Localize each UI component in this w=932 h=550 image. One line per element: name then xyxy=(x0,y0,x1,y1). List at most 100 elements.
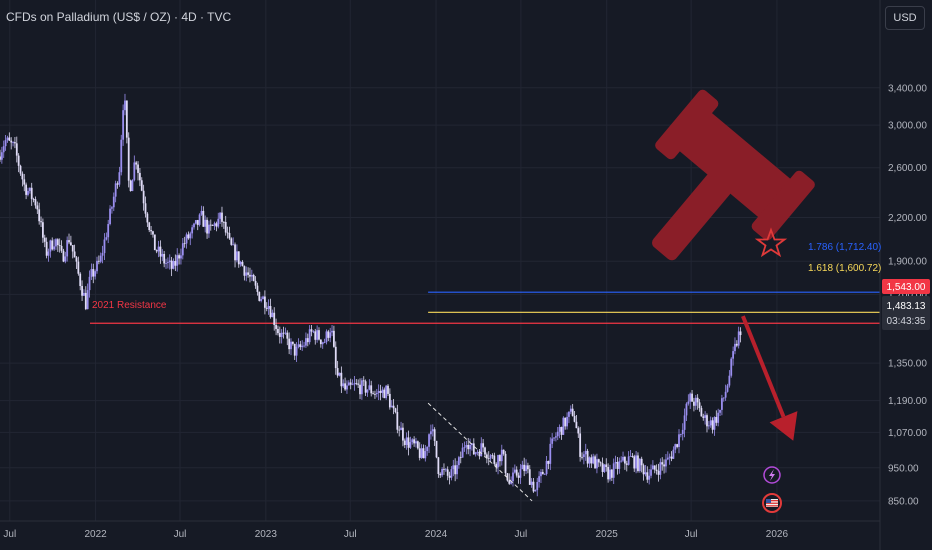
candle-body xyxy=(424,451,427,459)
candle-body xyxy=(487,458,490,460)
candle-body xyxy=(435,440,438,458)
price-scale-ticks: 3,400.00 3,000.00 2,600.00 2,200.00 1,900.00… xyxy=(888,83,927,507)
candle-body xyxy=(84,292,87,310)
candle-body xyxy=(144,203,147,214)
candle-body xyxy=(204,219,207,227)
candle-body xyxy=(510,481,513,484)
candle-body xyxy=(265,307,268,309)
candle-body xyxy=(14,142,16,144)
candle-body xyxy=(471,443,473,446)
candle-body xyxy=(581,456,583,458)
candle-body xyxy=(506,473,509,481)
candle-body xyxy=(653,465,656,470)
candle-body xyxy=(599,462,602,464)
candle-body xyxy=(217,218,220,227)
candle-body xyxy=(482,443,485,448)
dashed-trendline xyxy=(427,402,533,502)
forecast-arrow xyxy=(741,315,798,441)
bar-countdown-text: 03:43:35 xyxy=(887,316,926,327)
candle-body xyxy=(131,179,134,192)
candle-body xyxy=(62,250,65,262)
candlestick-series xyxy=(0,93,742,497)
candle-body xyxy=(58,244,61,246)
candle-body xyxy=(118,172,121,185)
candle-body xyxy=(504,453,507,474)
candle-body xyxy=(597,459,600,463)
candle-body xyxy=(577,428,580,434)
candle-body xyxy=(23,179,26,185)
candle-body xyxy=(155,250,158,252)
candle-body xyxy=(17,155,20,166)
candle-body xyxy=(278,333,281,337)
candle-body xyxy=(344,383,346,390)
candle-body xyxy=(536,482,539,491)
time-tick: 2022 xyxy=(84,529,107,540)
candle-body xyxy=(152,231,154,235)
candle-body xyxy=(187,234,190,239)
candle-body xyxy=(194,220,197,224)
candle-body xyxy=(306,338,309,343)
candle-body xyxy=(232,244,235,246)
candle-body xyxy=(241,261,244,267)
candle-body xyxy=(297,344,300,347)
candle-body xyxy=(698,402,701,409)
candle-body xyxy=(497,455,499,468)
candle-body xyxy=(333,330,335,347)
candle-body xyxy=(36,205,39,210)
candle-body xyxy=(153,234,156,251)
candle-body xyxy=(594,456,596,469)
candle-body xyxy=(372,393,374,395)
candle-body xyxy=(140,180,143,191)
candle-body xyxy=(528,469,531,485)
candle-body xyxy=(549,443,552,464)
candle-body xyxy=(42,222,44,238)
candle-body xyxy=(252,275,255,281)
candle-body xyxy=(629,455,632,457)
candle-body xyxy=(416,441,419,449)
candle-body xyxy=(176,255,179,266)
candle-body xyxy=(726,385,729,392)
candle-body xyxy=(303,345,305,347)
time-tick: 2026 xyxy=(766,529,789,540)
candle-body xyxy=(135,162,138,165)
candle-body xyxy=(319,339,322,345)
candle-body xyxy=(360,380,363,395)
candle-body xyxy=(299,344,302,348)
candle-body xyxy=(681,429,684,435)
candle-body xyxy=(8,137,11,141)
us-flag-icon[interactable] xyxy=(762,493,782,513)
candle-body xyxy=(206,219,208,234)
candle-body xyxy=(27,190,29,195)
candle-body xyxy=(715,417,718,423)
candle-body xyxy=(450,469,453,478)
candle-body xyxy=(735,343,738,346)
candle-body xyxy=(519,469,522,478)
lightning-icon[interactable] xyxy=(763,466,781,484)
candle-body xyxy=(375,392,378,395)
candle-body xyxy=(601,463,604,472)
candle-body xyxy=(68,240,70,243)
candle-body xyxy=(243,266,246,276)
candle-body xyxy=(316,330,319,340)
candle-body xyxy=(334,346,337,369)
candle-body xyxy=(428,434,430,447)
candle-body xyxy=(346,385,348,390)
candle-body xyxy=(592,456,595,464)
candle-body xyxy=(125,100,128,138)
price-scale-panel[interactable] xyxy=(880,0,932,550)
candle-body xyxy=(418,448,421,458)
candle-body xyxy=(612,463,615,478)
candle-body xyxy=(53,246,55,250)
currency-button[interactable]: USD xyxy=(885,6,925,30)
candle-body xyxy=(122,110,125,140)
candle-body xyxy=(284,332,287,334)
candle-body xyxy=(258,291,261,301)
candle-body xyxy=(109,208,111,225)
candle-body xyxy=(696,397,699,403)
candle-body xyxy=(163,253,166,264)
candle-body xyxy=(280,332,283,337)
candle-body xyxy=(28,187,31,191)
candle-body xyxy=(388,393,391,408)
candle-body xyxy=(127,137,130,181)
